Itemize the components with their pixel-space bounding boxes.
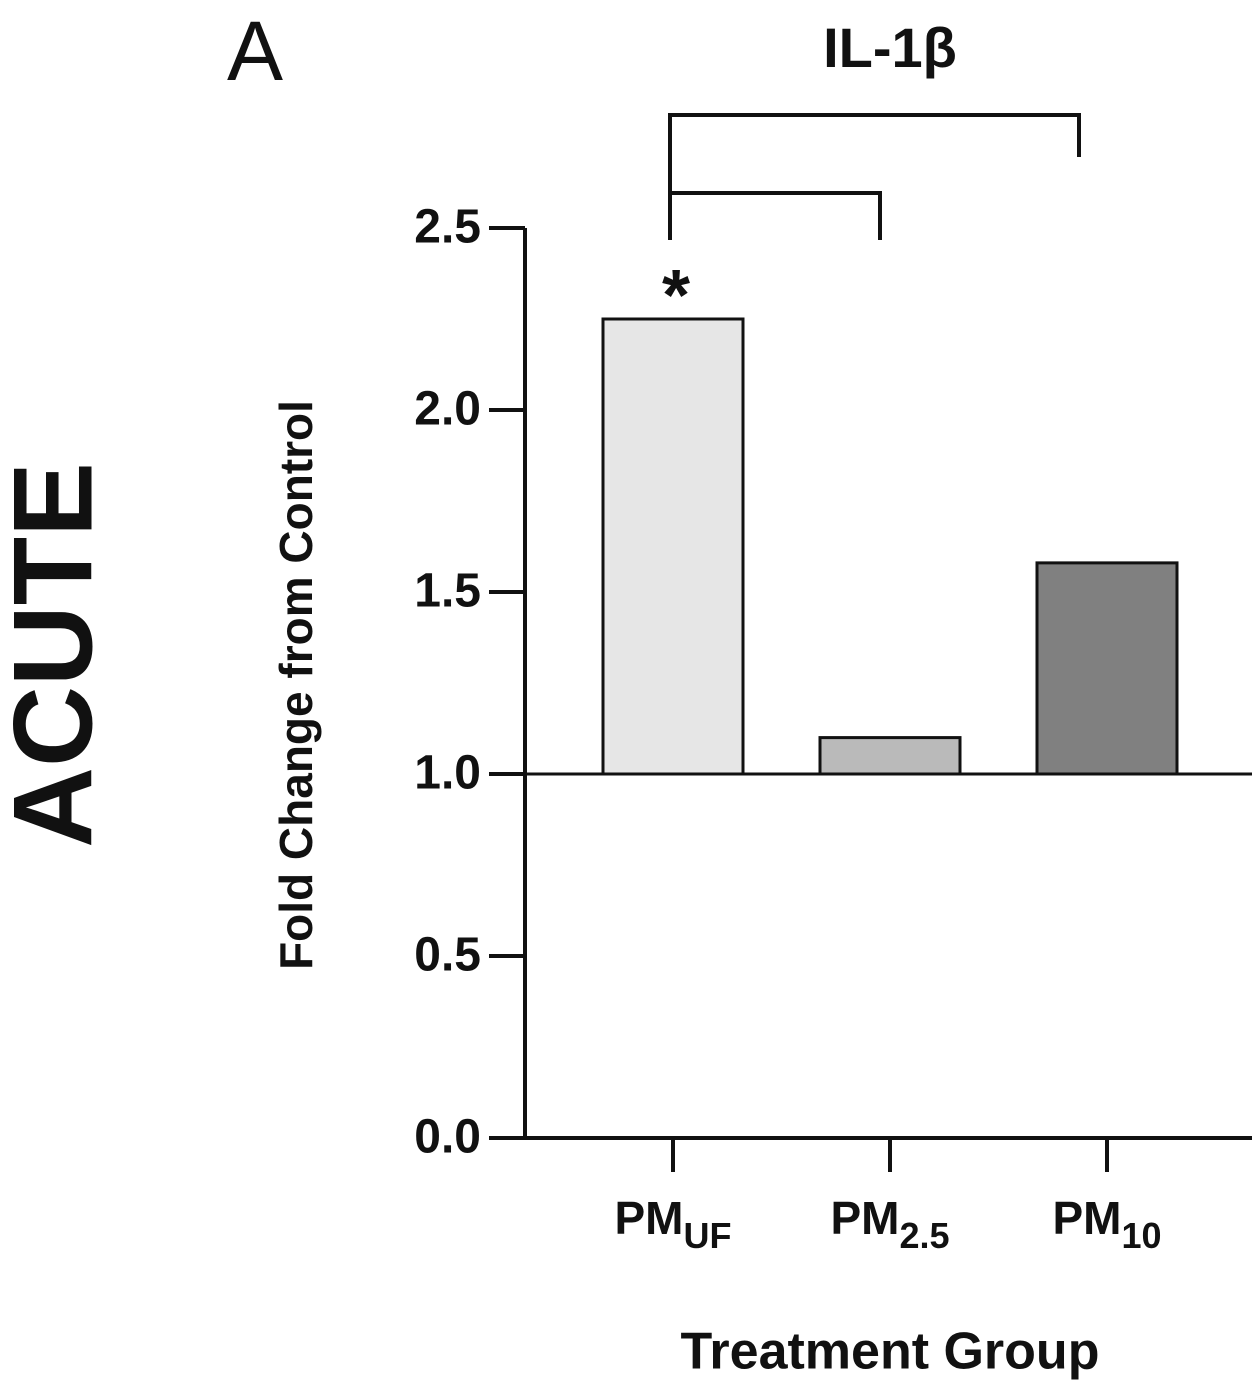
x-tick-label: PMUF <box>615 1192 732 1255</box>
bracket <box>670 191 882 240</box>
bracket <box>668 113 1081 240</box>
side-label: ACUTE <box>0 462 116 848</box>
y-tick-label: 0.5 <box>414 929 481 982</box>
panel-label: A <box>227 4 283 98</box>
category-text: PM <box>1052 1192 1121 1244</box>
category-text: PM <box>830 1192 899 1244</box>
category-subscript: UF <box>684 1215 732 1256</box>
chart-title: IL-1β <box>823 16 957 79</box>
y-tick-label: 0.0 <box>414 1111 481 1164</box>
y-tick-label: 2.5 <box>414 201 481 254</box>
y-axis-label: Fold Change from Control <box>270 400 322 970</box>
bar <box>818 736 962 776</box>
category-text: PM <box>615 1192 684 1244</box>
category-subscript: 10 <box>1121 1215 1161 1256</box>
category-subscript: 2.5 <box>899 1215 949 1256</box>
bar <box>601 317 745 776</box>
x-tick-label: PM2.5 <box>830 1192 949 1255</box>
y-tick-label: 2.0 <box>414 383 481 436</box>
bar <box>1035 561 1179 776</box>
annotation: * <box>662 256 690 336</box>
y-tick-label: 1.5 <box>414 565 481 618</box>
x-tick-label: PM10 <box>1052 1192 1161 1255</box>
y-tick-label: 1.0 <box>414 747 481 800</box>
x-axis-label: Treatment Group <box>681 1323 1100 1381</box>
